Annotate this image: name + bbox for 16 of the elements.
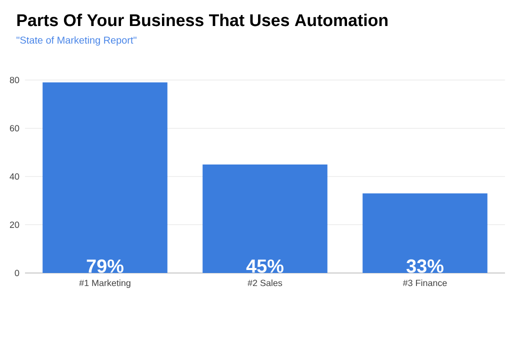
x-tick-label: #3 Finance — [402, 280, 447, 286]
y-tick-label: 80 — [10, 76, 20, 84]
bar — [42, 82, 168, 273]
data-label: 79% — [86, 259, 124, 273]
data-label: 45% — [246, 259, 284, 273]
chart-subtitle: "State of Marketing Report" — [16, 36, 136, 46]
y-tick-label: 60 — [10, 125, 20, 132]
y-tick-label: 0 — [14, 270, 20, 276]
data-label: 33% — [406, 259, 444, 273]
x-tick-label: #1 Marketing — [79, 280, 130, 288]
bar — [202, 164, 328, 273]
chart-title: Parts Of Your Business That Uses Automation — [17, 14, 388, 26]
x-tick-label: #2 Sales — [248, 280, 282, 286]
y-tick-label: 20 — [10, 222, 20, 228]
bar — [362, 193, 488, 273]
y-tick-label: 40 — [10, 173, 20, 180]
